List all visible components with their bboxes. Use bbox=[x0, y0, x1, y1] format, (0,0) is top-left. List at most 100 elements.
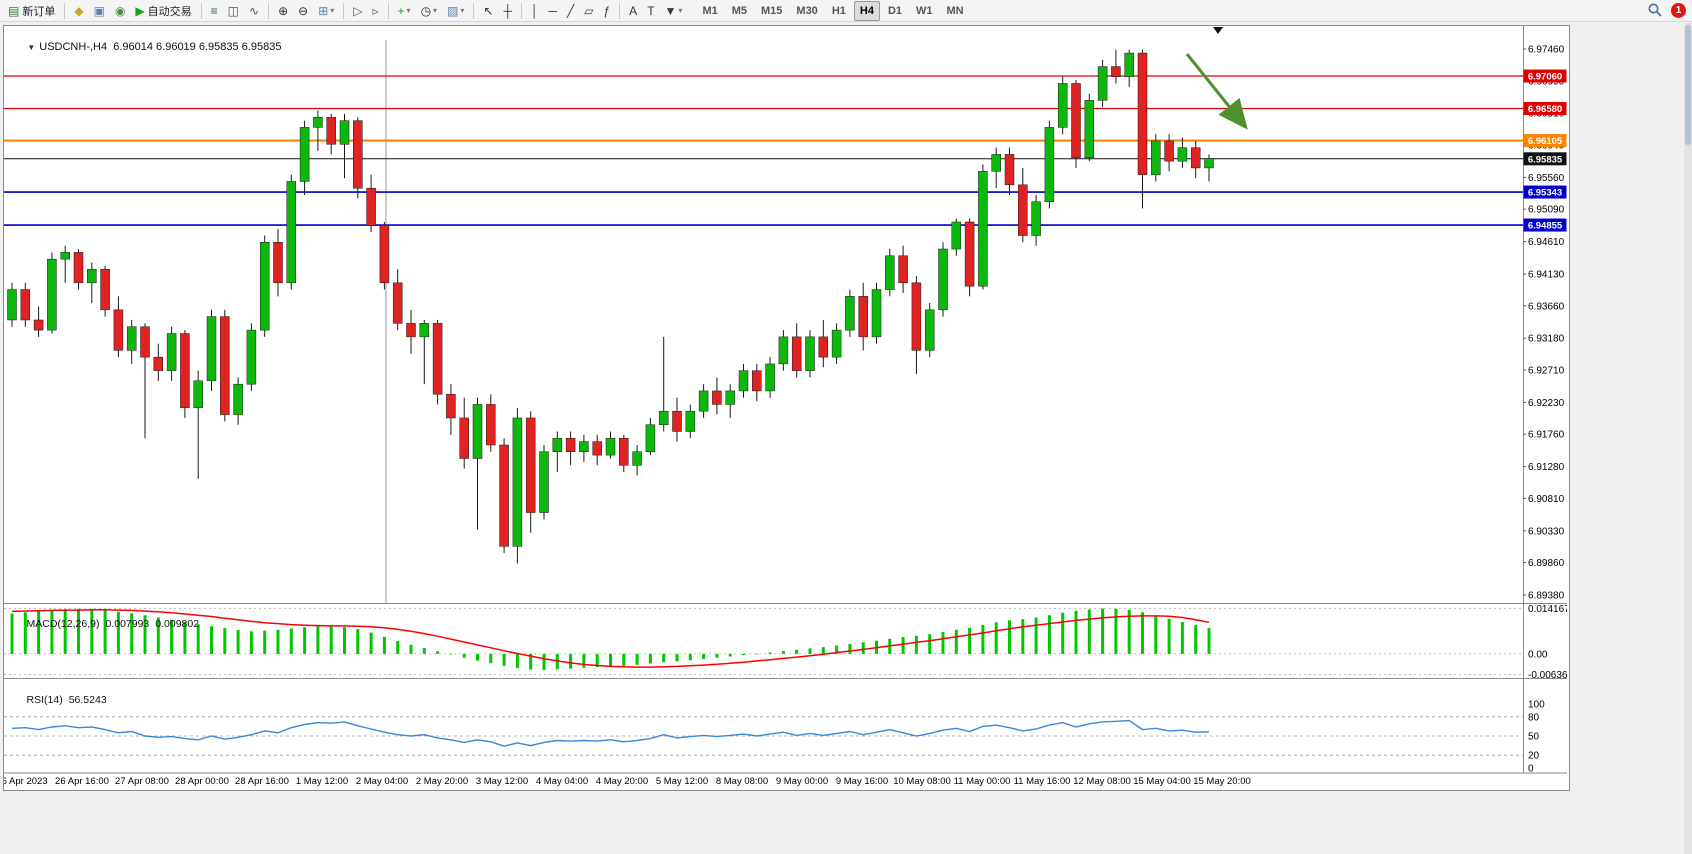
zoom-out-button[interactable]: ⊖ bbox=[294, 2, 312, 20]
macd-histogram-bar bbox=[515, 653, 519, 669]
candle-body bbox=[805, 336, 815, 371]
macd-histogram-bar bbox=[210, 626, 213, 654]
macd-histogram-bar bbox=[928, 634, 932, 654]
tile-windows-button[interactable]: ⊞ ▾ bbox=[314, 2, 338, 20]
candle-body bbox=[206, 316, 217, 382]
time-axis-label: 5 May 12:00 bbox=[656, 776, 708, 787]
timeframe-m5-button[interactable]: M5 bbox=[731, 4, 747, 17]
candle-body bbox=[898, 255, 908, 284]
price-tick-label: 6.97460 bbox=[1528, 45, 1565, 56]
autotrading-button[interactable]: ▶ 自动交易 bbox=[131, 2, 195, 20]
timeframe-d1-button[interactable]: D1 bbox=[887, 4, 902, 17]
candle-body bbox=[791, 336, 802, 371]
horizontal-line-button[interactable]: ─ bbox=[545, 2, 562, 20]
zoom-in-button[interactable]: ⊕ bbox=[274, 2, 292, 20]
candle bbox=[685, 404, 696, 439]
text-label-icon: T bbox=[647, 3, 655, 18]
macd-histogram-bar bbox=[835, 645, 839, 654]
candle-body bbox=[1177, 147, 1188, 162]
vertical-line-button[interactable]: │ bbox=[527, 2, 543, 20]
timeframe-w1-button[interactable]: W1 bbox=[916, 4, 933, 17]
macd-histogram-bar bbox=[968, 627, 972, 654]
candle-body bbox=[126, 326, 137, 351]
candle bbox=[259, 235, 270, 337]
candle-body bbox=[1124, 52, 1134, 77]
candle-body bbox=[539, 451, 549, 513]
collapse-arrow-icon[interactable]: ▼ bbox=[27, 43, 36, 52]
channel-button[interactable]: ▱ bbox=[580, 2, 597, 20]
vertical-scrollbar[interactable] bbox=[1684, 23, 1692, 854]
vertical-line-icon: │ bbox=[531, 3, 539, 18]
macd-histogram-bar bbox=[1141, 612, 1144, 654]
price-tag-box bbox=[1523, 69, 1567, 83]
candle bbox=[911, 276, 922, 375]
candlestick-chart-icon: ◫ bbox=[227, 3, 239, 18]
candle-body bbox=[20, 289, 31, 321]
auto-scroll-button[interactable]: ▷ bbox=[349, 2, 366, 20]
timeframe-mn-button[interactable]: MN bbox=[946, 4, 964, 17]
toolbar-separator bbox=[619, 2, 621, 19]
text-label-button[interactable]: T bbox=[643, 2, 658, 20]
fibonacci-button[interactable]: ƒ bbox=[599, 2, 614, 20]
candle-body bbox=[140, 326, 150, 358]
trend-arrow-annotation[interactable] bbox=[1185, 53, 1248, 130]
candle-body bbox=[1018, 184, 1028, 236]
toolbar: ▤ 新订单 ◆ ▣ ◉ ▶ 自动交易 ≡ ◫ ∿ ⊕ ⊖ ⊞ ▾ ▷ ▹ + ▾ ◷ ▾ ▨ ▾ ↖ ┼ │ ─ ╱ ▱ ƒ A T ▼ ▾ M… bbox=[0, 0, 1692, 22]
macd-signal-line bbox=[11, 609, 1210, 668]
candle-body bbox=[685, 410, 696, 432]
price-tag: 6.96105 bbox=[1523, 134, 1567, 148]
line-chart-button[interactable]: ∿ bbox=[245, 2, 263, 20]
price-tick-label: 6.91280 bbox=[1528, 462, 1565, 473]
macd-histogram-bar bbox=[1207, 628, 1211, 654]
notifications-badge[interactable]: 1 bbox=[1671, 2, 1686, 18]
candle-body bbox=[113, 309, 124, 351]
price-tick-label: 6.92230 bbox=[1528, 398, 1565, 409]
candle bbox=[286, 174, 297, 290]
bar-chart-button[interactable]: ≡ bbox=[207, 2, 222, 20]
candle bbox=[459, 397, 469, 469]
timeframe-m1-button[interactable]: M1 bbox=[702, 4, 718, 17]
candle-body bbox=[153, 356, 164, 371]
macd-histogram-bar bbox=[77, 608, 80, 654]
trendline-button[interactable]: ╱ bbox=[563, 2, 578, 20]
timeframe-m30-button[interactable]: M30 bbox=[796, 4, 818, 17]
timeframe-h1-button[interactable]: H1 bbox=[831, 4, 846, 17]
arrows-button[interactable]: ▼ ▾ bbox=[661, 2, 687, 20]
candle bbox=[592, 434, 602, 466]
charts-button[interactable]: ▣ bbox=[90, 2, 109, 20]
candle-body bbox=[738, 370, 749, 392]
candle bbox=[1124, 49, 1134, 87]
candle bbox=[33, 306, 44, 337]
templates-button[interactable]: ▨ ▾ bbox=[443, 2, 468, 20]
crosshair-button[interactable]: ┼ bbox=[499, 2, 516, 20]
candle-body bbox=[592, 441, 602, 456]
data-refresh-button[interactable]: ◉ bbox=[111, 2, 129, 20]
cursor-button[interactable]: ↖ bbox=[479, 2, 497, 20]
time-axis-label: 2 May 20:00 bbox=[416, 776, 468, 787]
timeframe-m15-button[interactable]: M15 bbox=[761, 4, 783, 17]
macd-histogram-bar bbox=[263, 630, 267, 654]
candlestick-chart-button[interactable]: ◫ bbox=[224, 2, 243, 20]
text-button[interactable]: A bbox=[625, 2, 641, 20]
chart-canvas[interactable]: 6.974606.969906.965106.960406.955606.950… bbox=[4, 26, 1567, 788]
timeframe-h4-button[interactable]: H4 bbox=[853, 0, 880, 21]
candle bbox=[512, 407, 523, 564]
indicators-button[interactable]: + ▾ bbox=[394, 2, 415, 20]
search-button[interactable] bbox=[1647, 2, 1663, 18]
scrollbar-thumb[interactable] bbox=[1685, 25, 1691, 145]
candle-body bbox=[619, 437, 629, 466]
candle-body bbox=[392, 282, 403, 324]
new-order-button[interactable]: ▤ 新订单 bbox=[4, 2, 59, 20]
rsi-axis-label: 80 bbox=[1528, 712, 1540, 723]
time-pointer-marker bbox=[1213, 27, 1223, 34]
profiles-button[interactable]: ◆ bbox=[70, 2, 87, 20]
candle-body bbox=[7, 289, 17, 321]
chart-shift-button[interactable]: ▹ bbox=[369, 2, 383, 20]
toolbar-separator bbox=[268, 2, 270, 19]
candle bbox=[180, 330, 190, 418]
periods-button[interactable]: ◷ ▾ bbox=[417, 2, 442, 20]
price-tick-label: 6.89860 bbox=[1528, 558, 1565, 569]
data-refresh-icon: ◉ bbox=[114, 3, 126, 18]
chart-shift-icon: ▹ bbox=[372, 3, 379, 18]
macd-histogram-bar bbox=[994, 622, 998, 654]
